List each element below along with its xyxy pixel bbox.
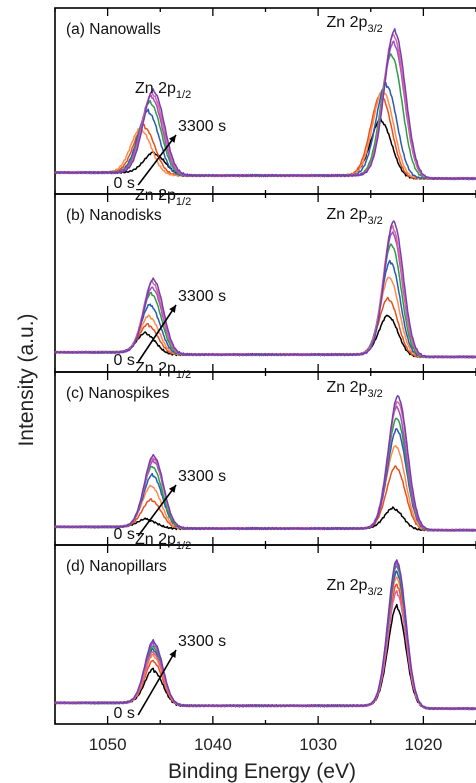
x-tick-label: 1050 bbox=[89, 735, 127, 754]
time-start-label: 0 s bbox=[113, 705, 134, 722]
peak-label-2p32-sub: 3/2 bbox=[367, 215, 382, 227]
peak-label-2p32-sub: 3/2 bbox=[367, 586, 382, 598]
x-tick-label: 1020 bbox=[404, 735, 442, 754]
spectrum-line-8 bbox=[54, 394, 476, 532]
time-arrow-head bbox=[168, 485, 177, 493]
peak-label-2p12-sub: 1/2 bbox=[176, 196, 191, 208]
spectrum-line-6 bbox=[54, 40, 476, 181]
time-end-label: 3300 s bbox=[178, 633, 226, 650]
time-arrow bbox=[137, 304, 177, 363]
time-arrow bbox=[137, 484, 177, 537]
time-arrow-head bbox=[169, 650, 177, 658]
peak-label-2p32: Zn 2p3/2 bbox=[327, 206, 383, 227]
panel-label: (b) Nanodisks bbox=[66, 207, 162, 224]
spectrum-line-2 bbox=[54, 92, 476, 181]
spectrum-line-7 bbox=[54, 33, 476, 181]
time-end-label: 3300 s bbox=[178, 468, 226, 485]
peak-label-2p32-sub: 3/2 bbox=[367, 23, 382, 35]
peak-label-2p32-main: Zn 2p bbox=[327, 14, 368, 31]
peak-label-2p12-main: Zn 2p bbox=[135, 360, 176, 377]
y-axis-label: Intensity (a.u.) bbox=[15, 313, 38, 446]
spectrum-line-4 bbox=[55, 428, 476, 532]
peak-label-2p32-main: Zn 2p bbox=[327, 379, 368, 396]
peak-label-2p12-sub: 1/2 bbox=[176, 89, 191, 101]
panel-frame bbox=[54, 544, 476, 725]
peak-label-2p32: Zn 2p3/2 bbox=[327, 577, 383, 598]
time-start-label: 0 s bbox=[113, 352, 134, 369]
time-end-label: 3300 s bbox=[178, 288, 226, 305]
time-arrow-head bbox=[169, 305, 177, 313]
peak-label-2p12: Zn 2p1/2 bbox=[135, 187, 191, 208]
time-start-label: 0 s bbox=[113, 526, 134, 543]
time-arrow-head bbox=[168, 135, 177, 143]
x-tick-label: 1040 bbox=[194, 735, 232, 754]
peak-label-2p32-sub: 3/2 bbox=[367, 388, 382, 400]
peak-label-2p32: Zn 2p3/2 bbox=[327, 379, 383, 400]
peak-label-2p12-main: Zn 2p bbox=[135, 531, 176, 548]
spectrum-line-5 bbox=[55, 53, 476, 181]
peak-label-2p12: Zn 2p1/2 bbox=[135, 80, 191, 101]
peak-label-2p12-main: Zn 2p bbox=[135, 187, 176, 204]
panel-label: (d) Nanopillars bbox=[66, 558, 167, 575]
time-end-label: 3300 s bbox=[178, 118, 226, 135]
spectrum-line-7 bbox=[54, 589, 476, 711]
spectrum-line-8 bbox=[54, 220, 476, 359]
spectrum-line-4 bbox=[55, 81, 476, 181]
peak-label-2p12: Zn 2p1/2 bbox=[135, 360, 191, 381]
spectrum-line-3 bbox=[54, 88, 476, 181]
peak-label-2p12-sub: 1/2 bbox=[176, 540, 191, 552]
time-arrow bbox=[137, 649, 177, 716]
spectrum-line-1 bbox=[54, 603, 476, 711]
panel-label: (a) Nanowalls bbox=[66, 21, 161, 38]
peak-label-2p12-main: Zn 2p bbox=[135, 80, 176, 97]
x-tick-label: 1030 bbox=[299, 735, 337, 754]
panel-label: (c) Nanospikes bbox=[66, 385, 170, 402]
time-arrow bbox=[137, 134, 177, 186]
peak-label-2p32-main: Zn 2p bbox=[327, 206, 368, 223]
peak-label-2p32-main: Zn 2p bbox=[327, 577, 368, 594]
spectrum-line-8 bbox=[54, 559, 476, 711]
peak-label-2p32: Zn 2p3/2 bbox=[327, 14, 383, 35]
peak-label-2p12-sub: 1/2 bbox=[176, 369, 191, 381]
spectrum-line-8 bbox=[54, 28, 476, 181]
x-tick-labels: 1050 1040 1030 1020 bbox=[89, 735, 443, 754]
time-start-label: 0 s bbox=[113, 175, 134, 192]
peak-label-2p12: Zn 2p1/2 bbox=[135, 531, 191, 552]
x-axis-label: Binding Energy (eV) bbox=[168, 760, 356, 783]
